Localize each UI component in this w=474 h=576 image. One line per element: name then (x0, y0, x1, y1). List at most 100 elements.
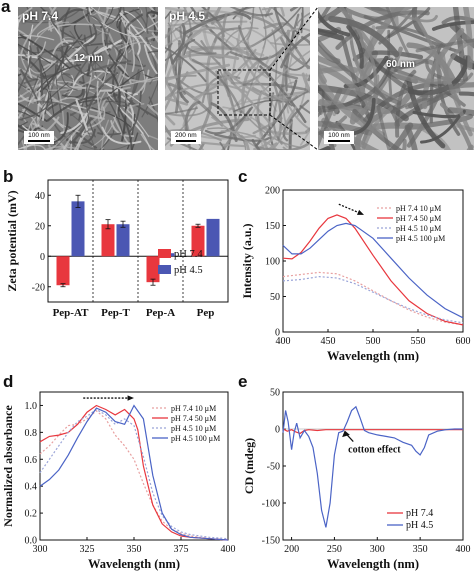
fibril (19, 93, 46, 103)
series-line (39, 410, 229, 541)
y-tick-label: 50 (270, 388, 280, 399)
fibril (82, 23, 97, 47)
fibril (239, 7, 245, 26)
fibril (222, 27, 259, 50)
fibril (242, 82, 310, 92)
fibril (86, 53, 95, 77)
category-label: Pep-T (101, 307, 130, 319)
fibril (60, 112, 88, 134)
fibril (150, 44, 158, 50)
fibril (120, 15, 136, 72)
legend-entry: pH 4.5 10 μM (396, 224, 441, 233)
bar (101, 224, 115, 257)
fibril (388, 122, 414, 150)
fibril (236, 38, 285, 103)
fibril (450, 53, 474, 70)
fibril (318, 60, 327, 84)
x-tick-label: 600 (456, 336, 471, 347)
fibril (274, 27, 310, 43)
fibril (148, 13, 158, 31)
fibril (21, 75, 39, 121)
fibril (284, 57, 310, 71)
fibril (88, 21, 115, 38)
fibril (340, 7, 361, 41)
legend-entry: pH 7.4 (174, 249, 203, 260)
fibril (85, 83, 96, 138)
fibril (138, 7, 142, 13)
annotation-arrow (345, 433, 354, 442)
x-tick-label: 325 (80, 544, 95, 555)
fibril (109, 97, 134, 107)
fibril (18, 43, 51, 64)
legend-entry: pH 7.4 (406, 508, 433, 519)
fibril (108, 40, 129, 62)
fibril (363, 14, 462, 54)
fibril (27, 73, 56, 81)
legend-entry: pH 4.5 10 μM (171, 424, 216, 433)
fibril (18, 34, 55, 41)
fibril (165, 107, 198, 115)
fibril (118, 18, 128, 43)
fibril (299, 128, 310, 146)
y-tick-label: 0.2 (25, 509, 38, 520)
fibril (113, 116, 129, 144)
legend-entry: pH 7.4 10 μM (171, 404, 216, 413)
fibril (85, 84, 91, 107)
y-tick-label: 20 (35, 221, 45, 232)
x-axis-label: Wavelength (nm) (327, 349, 419, 363)
fibril (360, 7, 406, 68)
fibril (458, 91, 474, 97)
fibril (296, 12, 310, 27)
bar (56, 256, 70, 286)
fibril (273, 7, 298, 49)
scale-bar: 100 nm (24, 131, 54, 144)
fibril (98, 130, 115, 150)
scale-bar: 100 nm (324, 131, 354, 144)
fibril (251, 138, 261, 150)
tem-label: pH 7.4 (22, 9, 59, 23)
fibril (151, 28, 158, 41)
y-tick-label: 0 (275, 328, 280, 339)
fibril (101, 7, 110, 55)
fibril (91, 104, 119, 148)
fibril (254, 115, 308, 135)
fibril (191, 17, 235, 31)
fibril (153, 7, 157, 18)
fibril (151, 32, 158, 44)
fibril (112, 48, 122, 106)
panel-e-letter: e (238, 372, 248, 391)
fibril (165, 96, 189, 106)
fibril (300, 7, 304, 34)
fibril (36, 46, 43, 99)
fibril (165, 10, 172, 20)
fibril (462, 7, 473, 71)
fibril (191, 58, 243, 114)
fibril (42, 88, 50, 115)
fibril (363, 7, 396, 19)
fibril (150, 103, 158, 107)
fibril (165, 42, 173, 54)
fibril (339, 7, 375, 52)
fibril (149, 71, 158, 85)
fibril (145, 37, 158, 92)
tem-image-zoom: 60 nm 100 nm (318, 7, 474, 150)
fibril (76, 130, 94, 150)
fibril (201, 10, 244, 19)
fibril (262, 7, 303, 41)
fibril (376, 104, 392, 150)
fibril (447, 107, 474, 117)
bar (71, 201, 85, 257)
fibril (349, 40, 399, 101)
legend-entry: pH 4.5 100 μM (171, 434, 220, 443)
fibril (219, 141, 226, 150)
fibril (55, 64, 62, 114)
fibril (210, 102, 238, 143)
bar (146, 256, 160, 283)
fibril (300, 35, 310, 82)
fibril (266, 142, 279, 150)
x-tick-label: 250 (327, 544, 342, 555)
fibril (165, 128, 222, 142)
fibril (415, 38, 474, 53)
panel-d-letter: d (3, 372, 14, 391)
fibril (58, 8, 84, 22)
